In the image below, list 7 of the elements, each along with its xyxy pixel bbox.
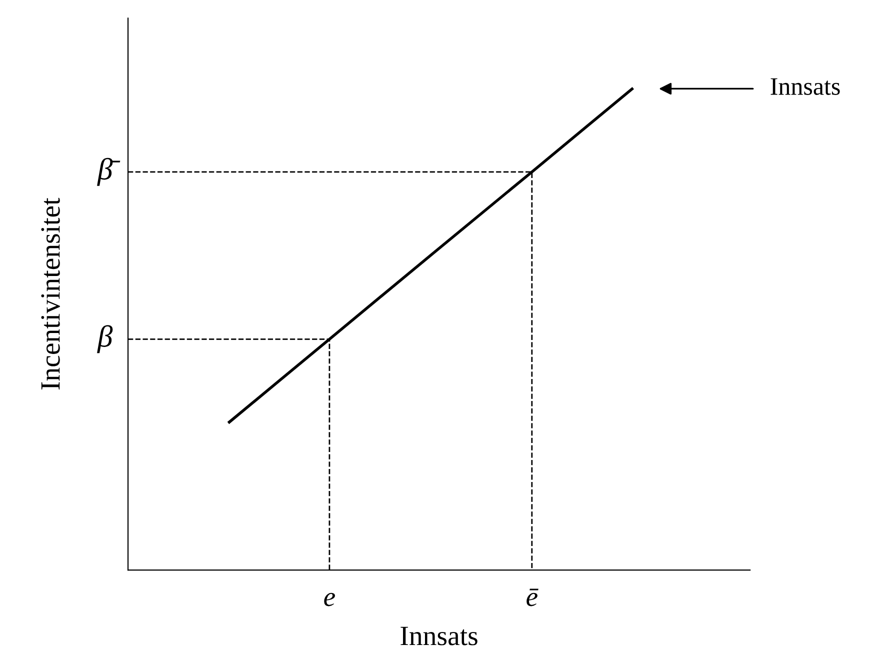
text: Innsats bbox=[770, 78, 840, 95]
ref-line-label: β̄ bbox=[97, 158, 120, 186]
x-axis-title: Innsats bbox=[400, 626, 478, 646]
x-tick-label: e bbox=[324, 592, 335, 606]
x-tick-label: ē bbox=[526, 588, 538, 606]
y-axis-title: Incentivintensitet bbox=[41, 198, 60, 390]
ref-line-label: β bbox=[97, 325, 113, 354]
